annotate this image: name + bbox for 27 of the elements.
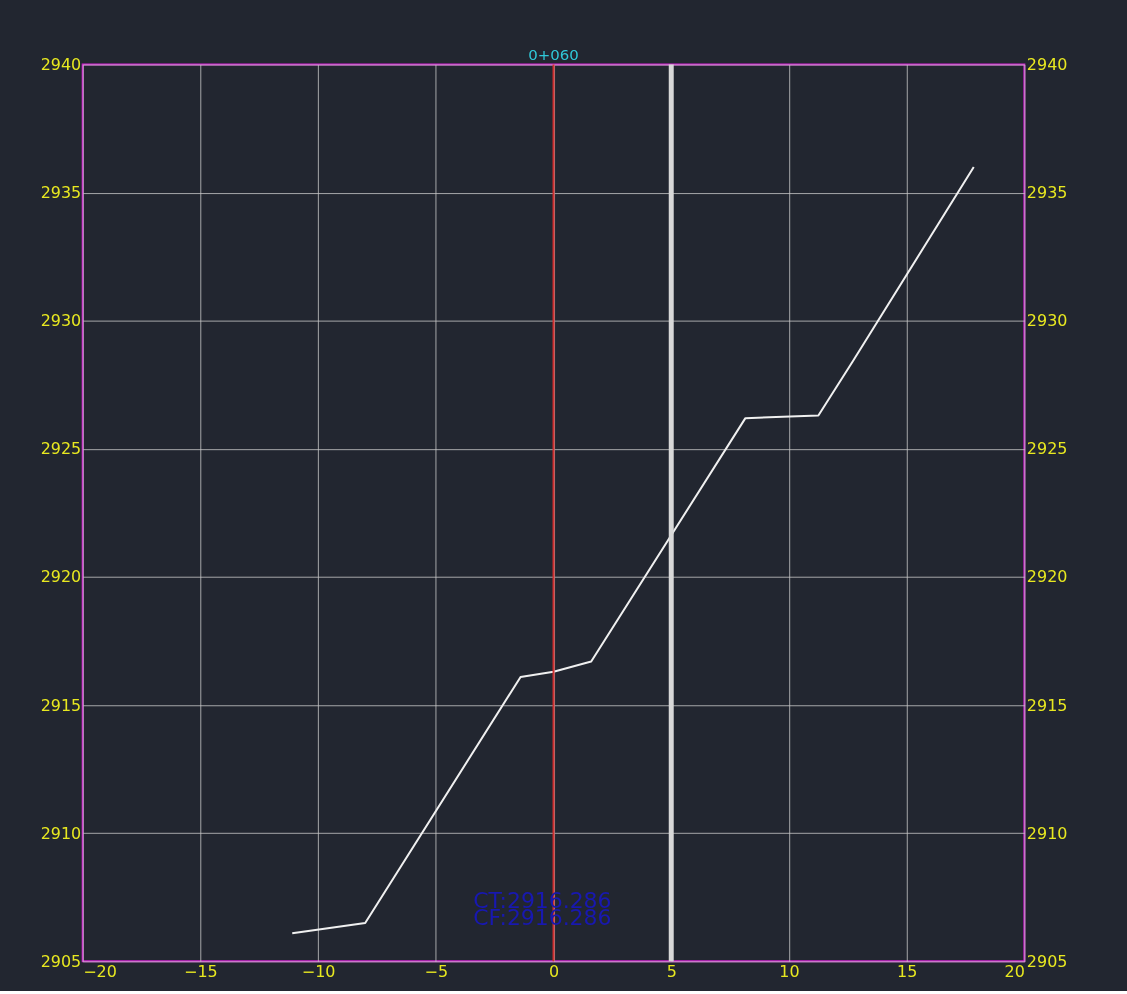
x-tick-label: −5 — [424, 961, 449, 981]
y2-tick-label: 2930 — [1026, 311, 1068, 331]
y2-tick-label: 2935 — [1026, 183, 1068, 203]
x-tick-label: 15 — [897, 961, 918, 981]
y-tick-label: 2940 — [40, 55, 82, 75]
y-tick-label: 2905 — [40, 951, 82, 971]
y-tick-label: 2920 — [40, 567, 82, 587]
x-tick-label: −15 — [184, 961, 218, 981]
y-tick-label: 2915 — [40, 695, 82, 715]
y-tick-label: 2925 — [40, 439, 82, 459]
y2-tick-label: 2920 — [1026, 567, 1068, 587]
y2-tick-label: 2915 — [1026, 695, 1068, 715]
x-tick-label: 5 — [666, 961, 677, 981]
y-tick-label: 2910 — [40, 823, 82, 843]
x-tick-label: −20 — [83, 961, 117, 981]
line-series — [291, 166, 975, 935]
y2-tick-label: 2910 — [1026, 823, 1068, 843]
x-tick-label: 0 — [548, 961, 560, 981]
y2-tick-label: 2905 — [1026, 951, 1068, 971]
x-tick-label: 20 — [1004, 961, 1025, 981]
y2-tick-label: 2925 — [1026, 439, 1068, 459]
y-tick-label: 2935 — [40, 183, 82, 203]
y-tick-label: 2930 — [40, 311, 82, 331]
ref-line-label: 0+060 — [528, 45, 579, 64]
y2-tick-label: 2940 — [1026, 55, 1068, 75]
x-tick-label: 10 — [779, 961, 800, 981]
x-tick-label: −10 — [301, 961, 336, 981]
